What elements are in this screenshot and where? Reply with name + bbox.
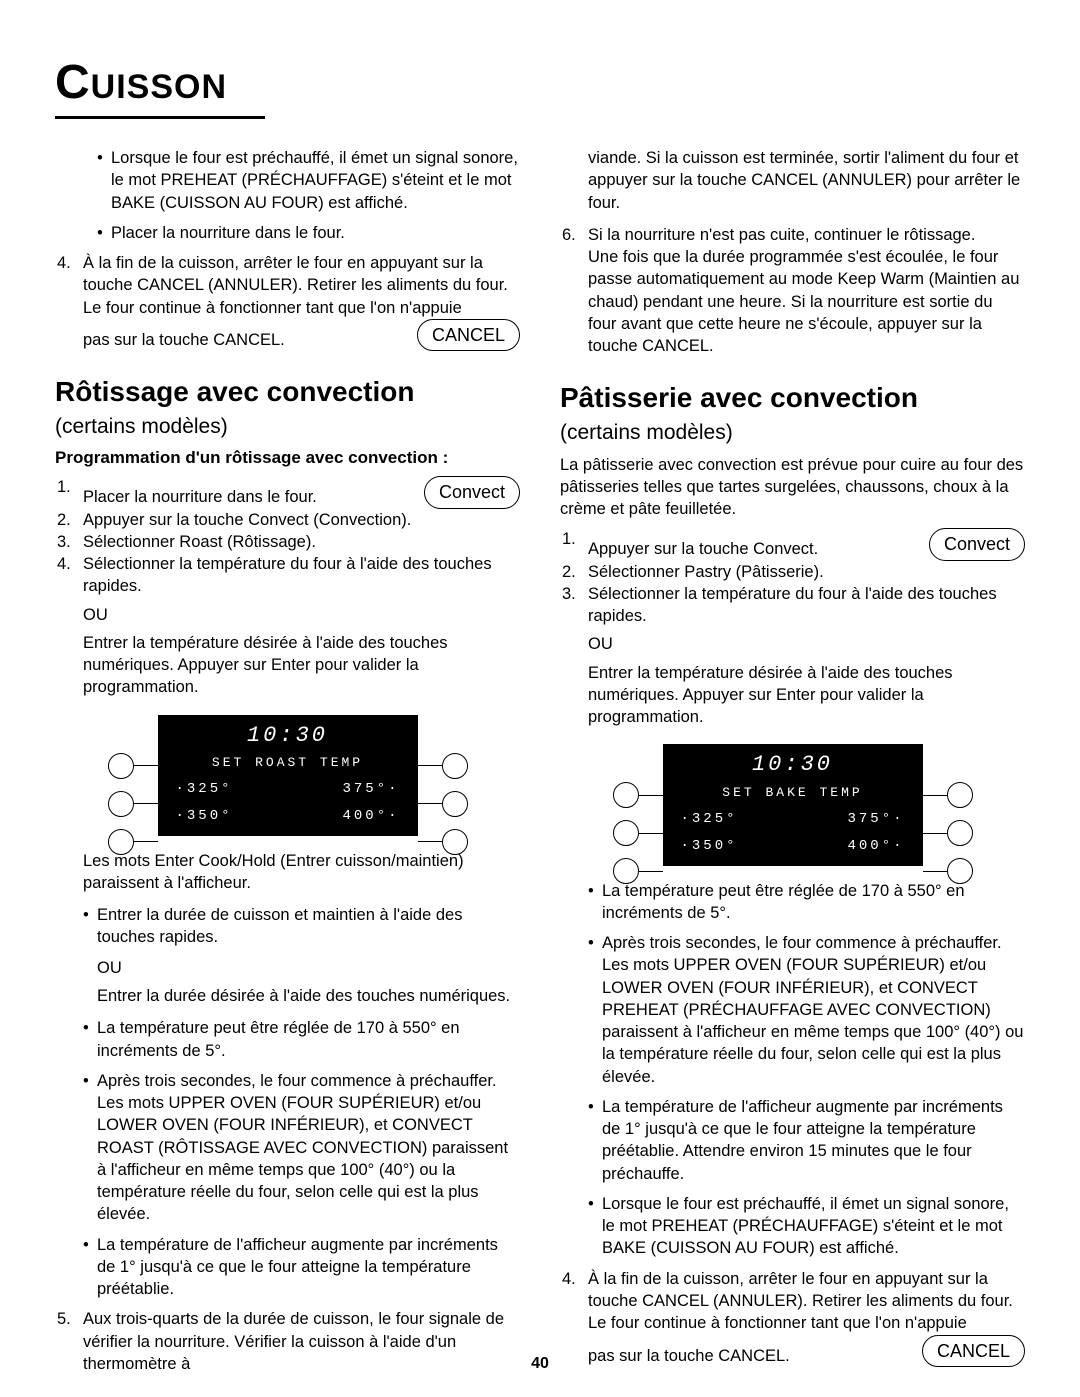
bullet-item: La température de l'afficheur augmente p…	[602, 1096, 1025, 1185]
display-time: 10:30	[663, 750, 923, 780]
knob-icon[interactable]	[947, 858, 973, 884]
body-text: Entrer la durée désirée à l'aide des tou…	[55, 985, 520, 1007]
knob-icon[interactable]	[613, 820, 639, 846]
convect-button[interactable]: Convect	[424, 476, 520, 508]
temp-option: 400°·	[847, 837, 904, 856]
list-text: À la fin de la cuisson, arrêter le four …	[588, 1270, 1013, 1333]
display-label: SET BAKE TEMP	[663, 784, 923, 802]
temp-option: ·325°	[681, 810, 738, 829]
list-number: 4.	[57, 252, 71, 274]
list-number: 1.	[57, 476, 71, 498]
temp-option: ·325°	[176, 780, 233, 799]
page-title: Cuisson	[55, 55, 265, 119]
convect-button[interactable]: Convect	[929, 528, 1025, 560]
bullet-item: La température peut être réglée de 170 à…	[97, 1017, 520, 1062]
bullet-item: Lorsque le four est préchauffé, il émet …	[602, 1193, 1025, 1260]
oven-display: 10:30 SET BAKE TEMP ·325° 375°· ·350° 400°…	[613, 744, 973, 865]
section-bold: Programmation d'un rôtissage avec convec…	[55, 447, 520, 470]
cancel-button[interactable]: CANCEL	[417, 319, 520, 351]
body-text: Les mots Enter Cook/Hold (Entrer cuisson…	[55, 850, 520, 895]
list-text: Appuyer sur la touche Convect (Convectio…	[83, 511, 411, 529]
body-text: viande. Si la cuisson est terminée, sort…	[560, 147, 1025, 214]
list-number: 3.	[57, 531, 71, 553]
oven-display: 10:30 SET ROAST TEMP ·325° 375°· ·350° 400…	[108, 715, 468, 836]
section-subheading: (certains modèles)	[55, 413, 520, 441]
list-number: 3.	[562, 583, 576, 605]
temp-option: ·350°	[176, 807, 233, 826]
or-text: OU	[55, 957, 520, 979]
list-text: Sélectionner la température du four à l'…	[83, 555, 492, 595]
list-text: À la fin de la cuisson, arrêter le four …	[83, 254, 508, 317]
knob-icon[interactable]	[442, 753, 468, 779]
display-label: SET ROAST TEMP	[158, 754, 418, 772]
knob-icon[interactable]	[613, 858, 639, 884]
bullet-item: La température de l'afficheur augmente p…	[97, 1234, 520, 1301]
list-text: pas sur la touche CANCEL.	[83, 329, 411, 351]
list-number: 6.	[562, 224, 576, 246]
temp-option: 400°·	[342, 807, 399, 826]
body-text: La pâtisserie avec convection est prévue…	[560, 454, 1025, 521]
section-heading: Pâtisserie avec convection	[560, 379, 1025, 417]
list-text: Sélectionner la température du four à l'…	[588, 585, 997, 625]
list-number: 5.	[57, 1308, 71, 1330]
knob-icon[interactable]	[108, 791, 134, 817]
content-columns: Lorsque le four est préchauffé, il émet …	[55, 147, 1025, 1375]
body-text: Entrer la température désirée à l'aide d…	[55, 632, 520, 699]
display-time: 10:30	[158, 721, 418, 751]
list-number: 2.	[57, 509, 71, 531]
bullet-item: Après trois secondes, le four commence à…	[602, 932, 1025, 1088]
list-number: 4.	[57, 553, 71, 575]
knob-icon[interactable]	[442, 829, 468, 855]
temp-option: 375°·	[342, 780, 399, 799]
list-text: Placer la nourriture dans le four.	[83, 486, 418, 508]
list-text: Sélectionner Pastry (Pâtisserie).	[588, 563, 824, 581]
list-text: Sélectionner Roast (Rôtissage).	[83, 533, 316, 551]
left-column: Lorsque le four est préchauffé, il émet …	[55, 147, 520, 1375]
bullet-item: Après trois secondes, le four commence à…	[97, 1070, 520, 1226]
section-heading: Rôtissage avec convection	[55, 373, 520, 411]
bullet-item: Placer la nourriture dans le four.	[111, 222, 520, 244]
list-text: Appuyer sur la touche Convect.	[588, 538, 923, 560]
bullet-item: Lorsque le four est préchauffé, il émet …	[111, 147, 520, 214]
or-text: OU	[560, 633, 1025, 655]
section-subheading: (certains modèles)	[560, 419, 1025, 447]
body-text: Entrer la température désirée à l'aide d…	[560, 662, 1025, 729]
knob-icon[interactable]	[947, 820, 973, 846]
temp-option: ·350°	[681, 837, 738, 856]
bullet-item: La température peut être réglée de 170 à…	[602, 880, 1025, 925]
knob-icon[interactable]	[108, 829, 134, 855]
knob-icon[interactable]	[613, 782, 639, 808]
knob-icon[interactable]	[108, 753, 134, 779]
body-text: Une fois que la durée programmée s'est é…	[560, 246, 1025, 357]
knob-icon[interactable]	[442, 791, 468, 817]
list-text: Si la nourriture n'est pas cuite, contin…	[588, 226, 975, 244]
list-number: 2.	[562, 561, 576, 583]
page-number: 40	[0, 1355, 1080, 1373]
right-column: viande. Si la cuisson est terminée, sort…	[560, 147, 1025, 1375]
temp-option: 375°·	[847, 810, 904, 829]
list-number: 4.	[562, 1268, 576, 1290]
list-number: 1.	[562, 528, 576, 550]
knob-icon[interactable]	[947, 782, 973, 808]
bullet-item: Entrer la durée de cuisson et maintien à…	[97, 904, 520, 949]
or-text: OU	[55, 604, 520, 626]
